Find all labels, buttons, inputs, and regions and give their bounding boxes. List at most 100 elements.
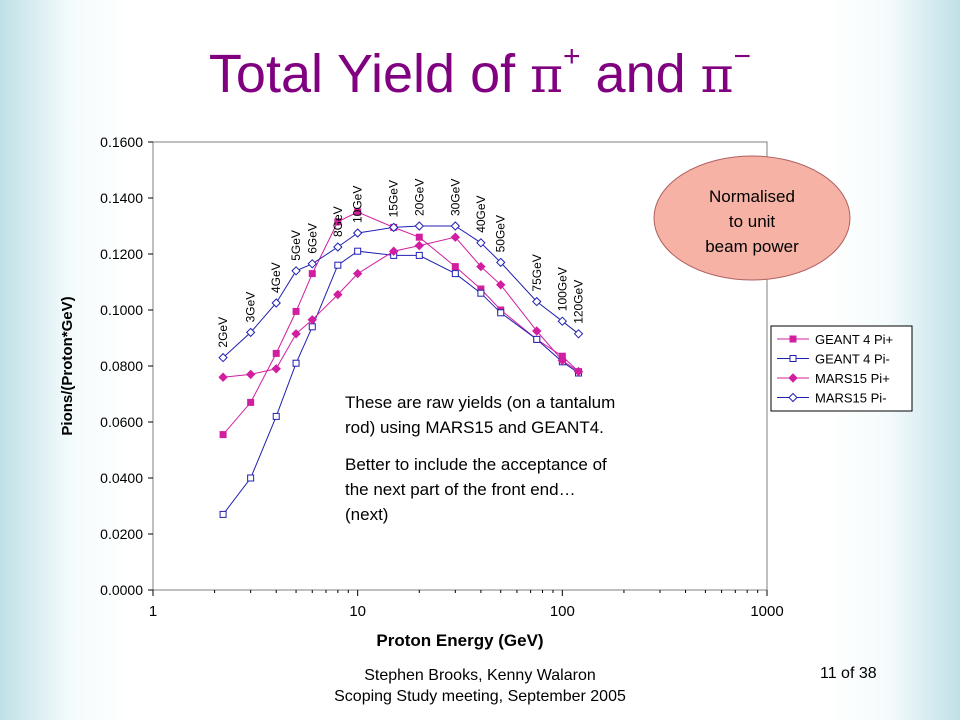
y-axis-label: Pions/(Proton*GeV) [59, 296, 76, 435]
data-point [219, 510, 227, 518]
normalised-callout: Normalised to unit beam power [653, 155, 851, 281]
data-point [291, 266, 301, 276]
data-point [497, 309, 505, 317]
data-point [354, 247, 362, 255]
minus-superscript: − [733, 40, 752, 73]
data-point [557, 355, 568, 366]
energy-label: 120GeV [572, 280, 586, 324]
legend-label: GEANT 4 Pi- [815, 352, 890, 367]
x-tick-label: 1000 [750, 603, 783, 620]
data-point [247, 474, 255, 482]
data-point [334, 261, 342, 269]
plus-superscript: + [563, 40, 581, 73]
data-point [476, 238, 486, 248]
data-point [451, 263, 459, 271]
x-axis-label: Proton Energy (GeV) [376, 631, 543, 650]
data-point [415, 233, 423, 241]
data-point [247, 398, 255, 406]
series-4 [218, 221, 584, 363]
data-point [245, 327, 256, 338]
data-point [272, 349, 280, 357]
data-point [352, 228, 363, 238]
note-line: (next) [345, 505, 388, 524]
callout-text: to unit [729, 212, 776, 231]
energy-label: 50GeV [494, 215, 508, 252]
title-prefix: Total Yield of [208, 44, 531, 104]
data-point [789, 355, 797, 362]
x-tick-label: 100 [550, 603, 575, 620]
data-point [218, 372, 228, 382]
data-point [388, 222, 399, 233]
callout-text: Normalised [709, 187, 795, 206]
note-line: These are raw yields (on a tantalum [345, 393, 615, 412]
data-point [573, 329, 584, 339]
y-tick-label: 0.0000 [100, 582, 143, 598]
note-line: Better to include the acceptance of [345, 455, 607, 474]
series-3 [218, 232, 584, 382]
data-point [533, 335, 541, 343]
data-point [476, 261, 486, 272]
energy-label: 6GeV [305, 223, 319, 254]
pi-symbol-2: π [700, 46, 734, 104]
pi-symbol: π [530, 46, 564, 104]
data-point [308, 270, 316, 278]
energy-label: 20GeV [412, 179, 426, 216]
energy-label: 8GeV [331, 206, 345, 237]
data-point [789, 335, 797, 343]
data-point [334, 218, 342, 226]
note-line: rod) using MARS15 and GEANT4. [345, 418, 604, 437]
data-point [218, 352, 228, 363]
energy-label: 3GeV [244, 292, 258, 323]
title-and: and [580, 44, 701, 104]
slide-title: Total Yield of π+ and π− [0, 40, 960, 105]
footer-authors: Stephen Brooks, Kenny Walaron [364, 667, 596, 684]
data-point [388, 246, 399, 256]
energy-label: 2GeV [216, 317, 230, 348]
energy-label: 75GeV [530, 254, 544, 291]
data-point [354, 208, 362, 216]
data-point [450, 232, 461, 242]
data-point [291, 329, 301, 339]
footer: Stephen Brooks, Kenny Walaron Scoping St… [300, 665, 660, 707]
data-point [450, 221, 461, 231]
energy-label: 4GeV [269, 262, 283, 293]
data-point [496, 280, 506, 290]
x-tick-label: 1 [149, 603, 157, 620]
data-point [557, 316, 568, 326]
data-point [352, 268, 363, 279]
data-point [415, 251, 423, 259]
data-point [477, 289, 485, 297]
data-point [451, 270, 459, 278]
energy-label: 30GeV [448, 179, 462, 216]
data-point [414, 221, 424, 231]
data-point [308, 323, 316, 331]
y-tick-label: 0.0200 [100, 526, 143, 542]
callout-ellipse [653, 155, 851, 281]
energy-label: 40GeV [474, 195, 488, 232]
legend-label: MARS15 Pi+ [815, 371, 890, 386]
data-point [219, 431, 227, 439]
data-point [245, 369, 256, 380]
data-point [414, 240, 424, 251]
footer-meeting: Scoping Study meeting, September 2005 [334, 688, 626, 705]
y-tick-label: 0.0400 [100, 470, 143, 486]
y-tick-label: 0.1400 [100, 190, 143, 206]
energy-label: 15GeV [387, 180, 401, 217]
data-point [307, 315, 317, 325]
legend: GEANT 4 Pi+ GEANT 4 Pi- MARS15 Pi+ MARS15 P… [770, 325, 913, 412]
data-point [272, 412, 280, 420]
y-tick-label: 0.1200 [100, 246, 143, 262]
y-tick-label: 0.1600 [100, 134, 143, 150]
data-point [532, 296, 542, 307]
y-tick-label: 0.0600 [100, 414, 143, 430]
x-tick-label: 10 [349, 603, 366, 620]
legend-label: GEANT 4 Pi+ [815, 332, 893, 347]
data-point [292, 359, 300, 367]
data-point [496, 257, 506, 268]
page-number: 11 of 38 [820, 665, 877, 682]
data-point [333, 242, 343, 252]
data-point [788, 373, 798, 383]
energy-label: 5GeV [289, 230, 303, 261]
data-point [573, 366, 584, 377]
legend-label: MARS15 Pi- [815, 391, 887, 406]
